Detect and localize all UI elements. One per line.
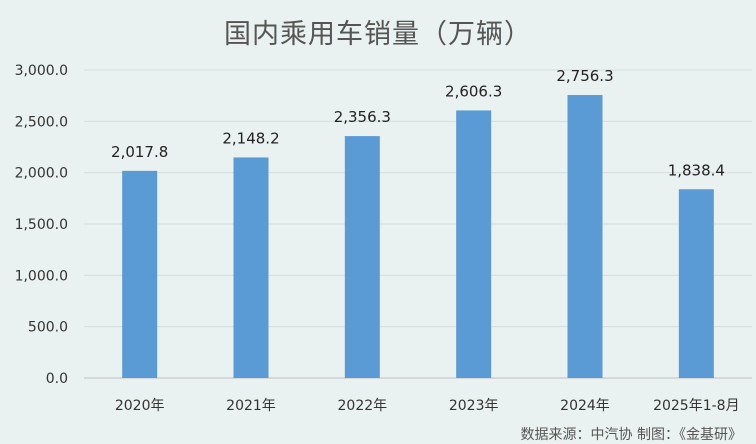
bar — [678, 189, 714, 378]
bar — [456, 110, 492, 379]
x-tick-label: 2023年 — [449, 398, 499, 414]
y-tick-label: 1,500.0 — [15, 217, 68, 233]
x-tick-label: 2022年 — [338, 398, 388, 414]
x-tick-label: 2021年 — [226, 398, 276, 414]
data-label: 2,606.3 — [445, 82, 502, 100]
data-label: 2,148.2 — [222, 129, 279, 147]
x-tick-label: 2025年1-8月 — [653, 398, 740, 414]
y-tick-label: 1,000.0 — [15, 268, 68, 284]
chart-title: 国内乘用车销量（万辆） — [224, 19, 532, 50]
source-note: 数据来源：中汽协 制图：《金基研》 — [520, 427, 742, 443]
data-label: 2,356.3 — [334, 108, 391, 126]
x-tick-label: 2024年 — [560, 398, 610, 414]
x-tick-label: 2020年 — [115, 398, 165, 414]
data-label: 1,838.4 — [668, 161, 725, 179]
data-label: 2,017.8 — [111, 143, 168, 161]
bar — [567, 95, 603, 378]
y-tick-label: 3,000.0 — [15, 63, 68, 79]
y-tick-label: 2,000.0 — [15, 166, 68, 182]
bar — [122, 170, 158, 378]
y-tick-label: 500.0 — [28, 320, 68, 336]
data-label: 2,756.3 — [556, 67, 613, 85]
bar — [233, 157, 269, 378]
y-tick-label: 2,500.0 — [15, 114, 68, 130]
bar — [344, 136, 380, 378]
y-tick-label: 0.0 — [46, 371, 68, 387]
